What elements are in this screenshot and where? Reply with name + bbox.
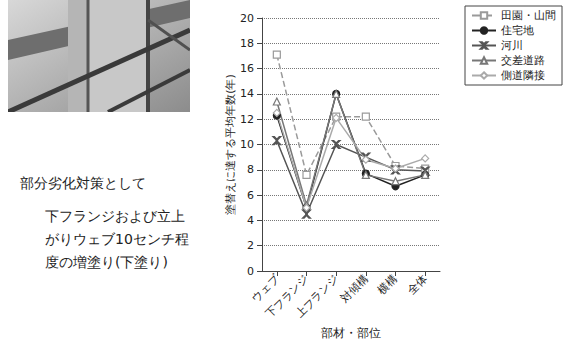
svg-text:2: 2 <box>247 239 254 252</box>
svg-text:河川: 河川 <box>501 39 523 52</box>
svg-text:ウェブ: ウェブ <box>248 272 282 305</box>
svg-text:対傾構: 対傾構 <box>338 272 371 305</box>
svg-text:塗替えに達する平均年数(年): 塗替えに達する平均年数(年) <box>224 74 237 215</box>
svg-text:16: 16 <box>240 62 254 75</box>
html-text:部分劣化対策として: 部分劣化対策として <box>20 175 146 191</box>
svg-text:交差道路: 交差道路 <box>501 54 545 67</box>
svg-text:20: 20 <box>240 12 254 25</box>
svg-text:全体: 全体 <box>405 272 430 297</box>
svg-text:4: 4 <box>247 214 254 227</box>
svg-text:12: 12 <box>240 113 254 126</box>
html-text:下フランジおよび立上: 下フランジおよび立上 <box>45 208 185 224</box>
svg-text:8: 8 <box>247 163 254 176</box>
svg-text:6: 6 <box>247 189 254 202</box>
svg-text:上フランジ: 上フランジ <box>293 272 341 320</box>
html-text:度の増塗り(下塗り): 度の増塗り(下塗り) <box>45 254 168 270</box>
svg-text:0: 0 <box>247 265 254 278</box>
svg-text:横構: 横構 <box>375 272 400 297</box>
svg-text:14: 14 <box>240 87 254 100</box>
html-text:がりウェブ10センチ程: がりウェブ10センチ程 <box>45 231 189 247</box>
svg-text:18: 18 <box>240 37 254 50</box>
svg-text:下フランジ: 下フランジ <box>263 272 312 321</box>
svg-text:10: 10 <box>240 138 254 151</box>
svg-text:側道隣接: 側道隣接 <box>501 69 545 82</box>
svg-text:田園・山間: 田園・山間 <box>501 9 556 22</box>
svg-text:部材・部位: 部材・部位 <box>321 326 381 340</box>
svg-text:住宅地: 住宅地 <box>501 24 534 37</box>
